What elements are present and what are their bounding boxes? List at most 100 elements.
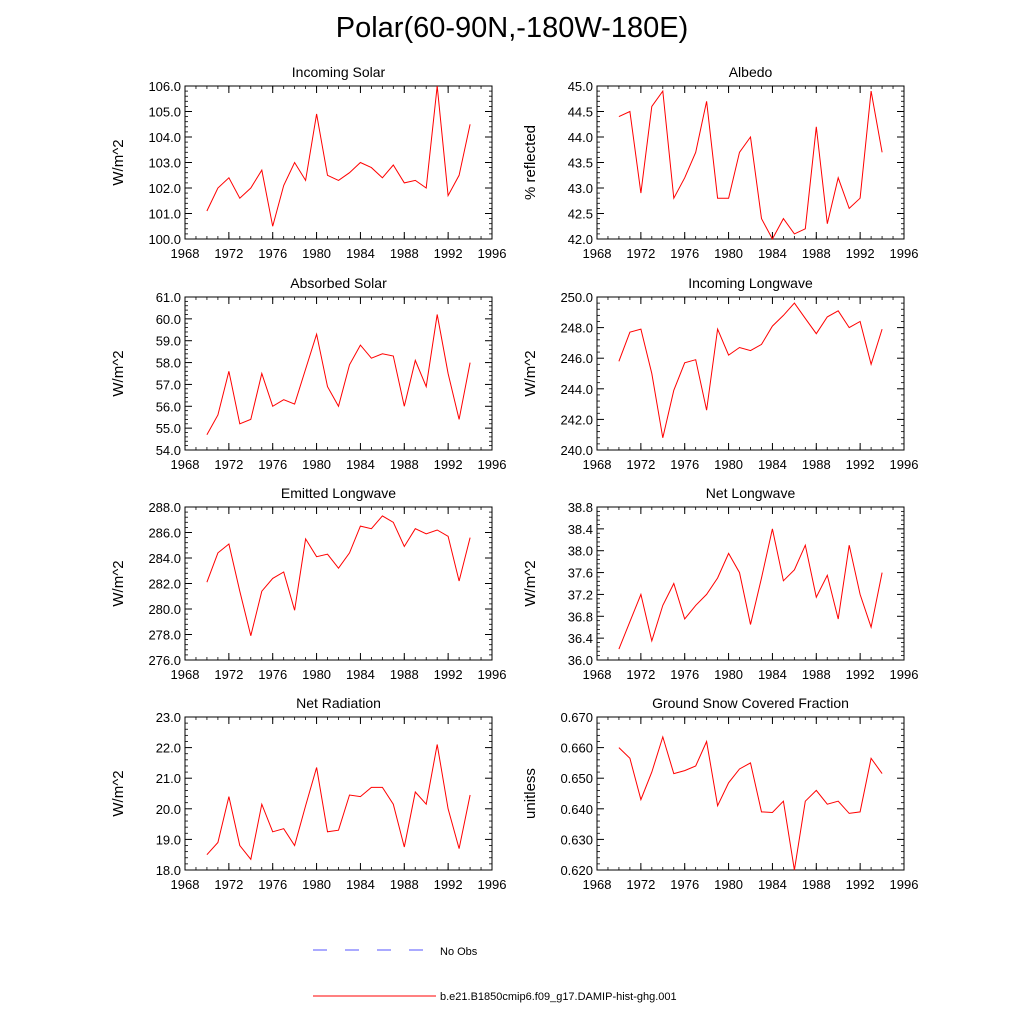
x-tick-label: 1988 [802,457,831,472]
x-tick-label: 1968 [171,877,200,892]
x-tick-label: 1976 [670,246,699,261]
panel-title: Absorbed Solar [290,275,387,291]
y-tick-label: 0.670 [560,710,593,725]
panel-title: Net Radiation [296,695,381,711]
y-tick-label: 54.0 [156,443,181,458]
plot-frame [184,296,493,451]
x-tick-label: 1988 [390,667,419,682]
x-tick-label: 1996 [478,667,507,682]
y-tick-label: 44.0 [568,130,593,145]
y-tick-label: 38.0 [568,544,593,559]
figure-title: Polar(60-90N,-180W-180E) [335,12,689,44]
legend-model-label: b.e21.B1850cmip6.f09_g17.DAMIP-hist-ghg.… [440,991,677,1003]
x-tick-label: 1968 [171,667,200,682]
x-tick-label: 1972 [626,457,655,472]
y-tick-label: 284.0 [148,551,181,566]
panel-title: Albedo [729,64,773,80]
y-axis-label: W/m^2 [110,350,127,396]
series-line [206,85,471,227]
y-axis-label: W/m^2 [110,770,127,816]
y-axis-label: W/m^2 [110,139,127,185]
y-tick-label: 286.0 [148,526,181,541]
x-tick-label: 1992 [846,667,875,682]
y-tick-label: 106.0 [148,79,181,94]
y-tick-label: 57.0 [156,377,181,392]
panel-4: Incoming Longwave 1968 1972 1976 1980 1984 198… [522,275,918,472]
x-tick-label: 1976 [670,457,699,472]
x-tick-label: 1972 [626,667,655,682]
plot-frame [596,296,905,451]
y-tick-label: 43.0 [568,181,593,196]
panel-6: Net Longwave 1968 1972 1976 1980 1984 1988 1992… [522,485,918,682]
plot-frame [184,85,493,240]
x-tick-label: 1972 [626,246,655,261]
y-tick-label: 246.0 [560,351,593,366]
x-tick-label: 1988 [390,877,419,892]
y-axis-label: W/m^2 [522,560,539,606]
x-tick-label: 1980 [302,246,331,261]
panel-title: Emitted Longwave [281,485,396,501]
y-tick-label: 280.0 [148,602,181,617]
x-tick-label: 1980 [302,667,331,682]
x-tick-label: 1984 [758,877,787,892]
y-tick-label: 37.2 [568,587,593,602]
plot-frame [184,506,493,661]
x-tick-label: 1984 [758,667,787,682]
y-tick-label: 103.0 [148,156,181,171]
x-tick-label: 1980 [302,877,331,892]
x-tick-label: 1992 [434,667,463,682]
x-tick-label: 1972 [626,877,655,892]
x-tick-label: 1984 [758,457,787,472]
y-tick-label: 43.5 [568,156,593,171]
y-tick-label: 0.640 [560,802,593,817]
panel-2: Albedo 1968 1972 1976 1980 1984 1988 1992 1996 42… [522,64,918,261]
y-tick-label: 0.630 [560,832,593,847]
y-tick-label: 58.0 [156,356,181,371]
x-tick-label: 1996 [478,877,507,892]
x-tick-label: 1988 [390,246,419,261]
y-tick-label: 36.4 [568,631,593,646]
x-tick-label: 1976 [258,246,287,261]
y-tick-label: 282.0 [148,577,181,592]
x-tick-label: 1968 [171,457,200,472]
series-line [206,314,471,435]
x-tick-label: 1996 [890,246,919,261]
x-tick-label: 1980 [714,877,743,892]
y-tick-label: 23.0 [156,710,181,725]
y-tick-label: 19.0 [156,832,181,847]
series-line [618,528,883,650]
y-tick-label: 37.6 [568,566,593,581]
x-tick-label: 1996 [890,667,919,682]
x-tick-label: 1988 [802,667,831,682]
series-line [618,89,883,241]
x-tick-label: 1980 [714,246,743,261]
x-tick-label: 1996 [890,877,919,892]
x-tick-label: 1968 [171,246,200,261]
y-tick-label: 42.0 [568,232,593,247]
y-axis-label: W/m^2 [110,560,127,606]
panel-3: Absorbed Solar 1968 1972 1976 1980 1984 1988 19… [110,275,506,472]
x-tick-label: 1992 [434,877,463,892]
x-tick-label: 1984 [346,457,375,472]
y-axis-label: W/m^2 [522,350,539,396]
legend: No Obs b.e21.B1850cmip6.f09_g17.DAMIP-his… [313,946,677,1003]
legend-obs-label: No Obs [440,946,478,958]
x-tick-label: 1976 [670,667,699,682]
x-tick-label: 1996 [478,246,507,261]
y-tick-label: 18.0 [156,863,181,878]
y-tick-label: 38.4 [568,522,593,537]
x-tick-label: 1972 [214,877,243,892]
y-tick-label: 100.0 [148,232,181,247]
series-line [618,302,883,438]
panel-title: Ground Snow Covered Fraction [652,695,849,711]
x-tick-label: 1976 [258,877,287,892]
x-tick-label: 1992 [846,246,875,261]
y-tick-label: 276.0 [148,653,181,668]
x-tick-label: 1992 [846,457,875,472]
x-tick-label: 1980 [302,457,331,472]
x-tick-label: 1992 [846,877,875,892]
x-tick-label: 1972 [214,667,243,682]
panel-title: Net Longwave [706,485,796,501]
y-tick-label: 55.0 [156,421,181,436]
